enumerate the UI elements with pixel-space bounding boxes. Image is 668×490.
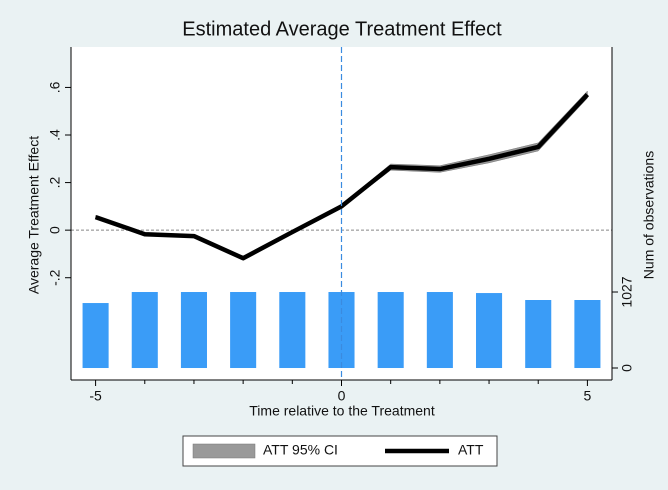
bar bbox=[574, 300, 601, 369]
bar bbox=[131, 292, 158, 369]
y-tick-label: .6 bbox=[47, 81, 63, 93]
x-tick-label: 0 bbox=[338, 388, 346, 404]
x-tick-label: 5 bbox=[584, 388, 592, 404]
y-tick-label: .4 bbox=[47, 129, 63, 141]
y2-tick-label: 0 bbox=[619, 364, 635, 372]
x-axis-title: Time relative to the Treatment bbox=[249, 403, 435, 419]
bar bbox=[279, 292, 306, 369]
bar bbox=[525, 300, 552, 369]
legend-label: ATT 95% CI bbox=[263, 442, 338, 458]
y-tick-label: 0 bbox=[47, 226, 63, 234]
bar bbox=[180, 292, 207, 369]
bar bbox=[426, 292, 453, 369]
y2-axis-title: Num of observations bbox=[641, 151, 657, 279]
bar bbox=[476, 293, 503, 369]
bar bbox=[377, 292, 404, 369]
bar bbox=[230, 292, 257, 369]
legend-swatch bbox=[192, 443, 256, 459]
y-tick-label: -.2 bbox=[47, 269, 63, 286]
att-line bbox=[94, 93, 590, 261]
x-tick-label: -5 bbox=[89, 388, 102, 404]
bar bbox=[82, 303, 109, 369]
legend-label: ATT bbox=[458, 442, 484, 458]
y2-tick-label: 1027 bbox=[619, 276, 635, 307]
chart-title: Estimated Average Treatment Effect bbox=[182, 18, 502, 40]
y-tick-label: .2 bbox=[47, 177, 63, 189]
y-axis-title: Average Treatment Effect bbox=[26, 136, 42, 294]
